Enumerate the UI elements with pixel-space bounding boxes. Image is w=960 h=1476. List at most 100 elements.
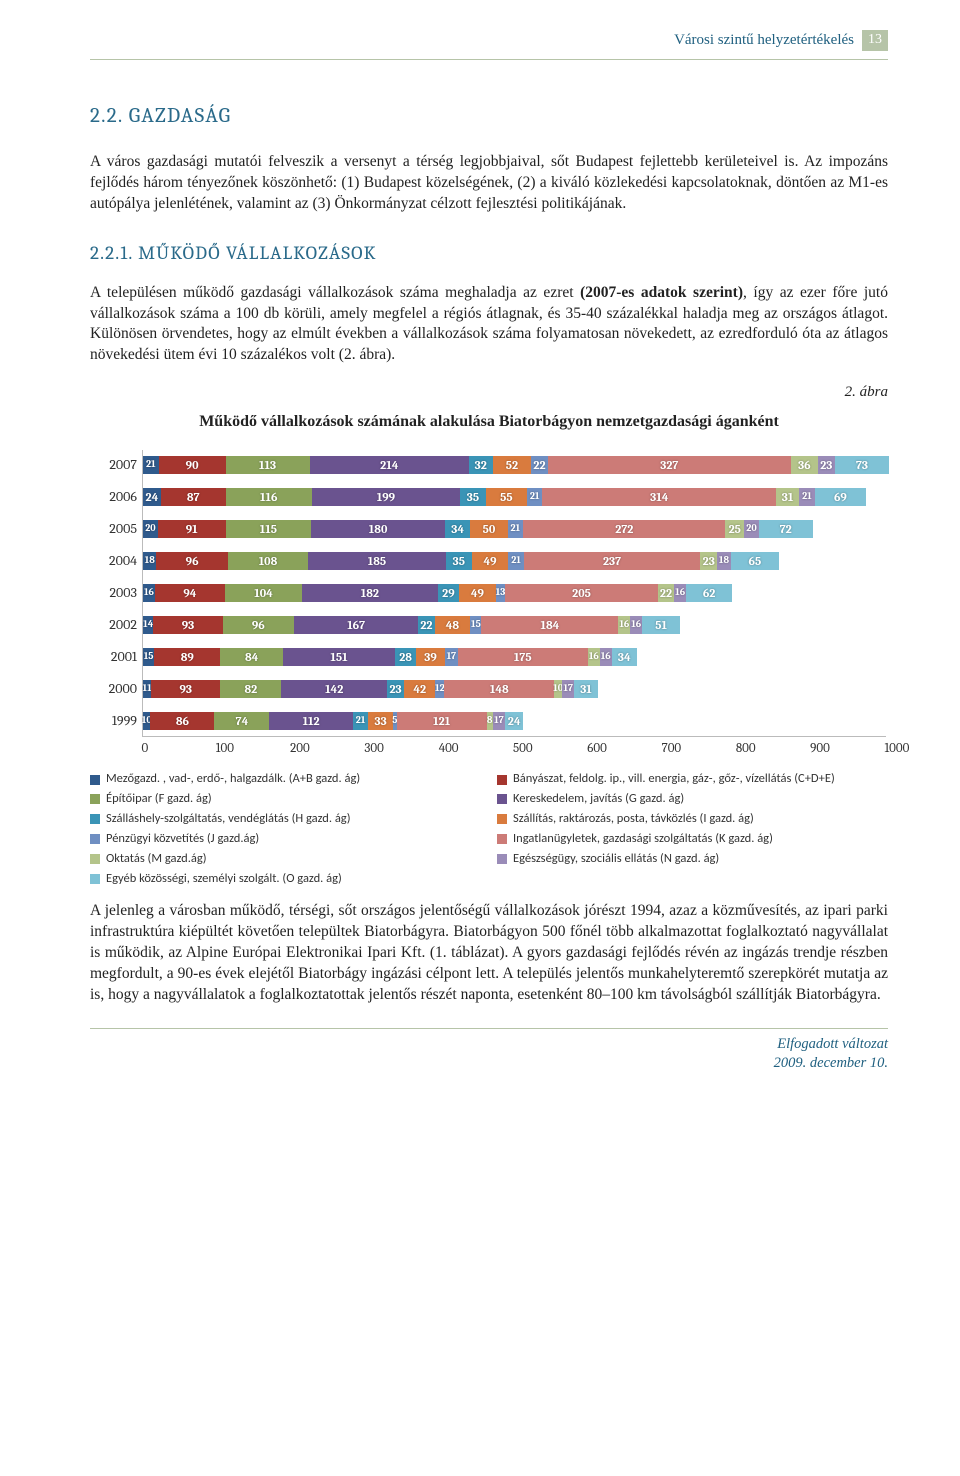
chart-segment: 52 <box>493 456 532 474</box>
chart-xtick: 800 <box>736 740 737 758</box>
chart-segment: 327 <box>548 456 791 474</box>
chart-segment-label: 16 <box>144 586 154 600</box>
legend-item: Szállítás, raktározás, posta, távközlés … <box>497 811 888 828</box>
chart-segment-label: 142 <box>325 681 343 697</box>
legend-item: Kereskedelem, javítás (G gazd. ág) <box>497 791 888 808</box>
legend-label: Szállítás, raktározás, posta, távközlés … <box>513 811 754 828</box>
chart-segment-label: 17 <box>494 714 504 728</box>
chart-segment: 55 <box>486 488 527 506</box>
chart-ylabel: 2006 <box>91 488 137 507</box>
stacked-bar-chart: 2007219011321432522232736237320062487116… <box>90 450 888 887</box>
chart-segment: 32 <box>469 456 493 474</box>
figure-label: 2. ábra <box>90 382 888 402</box>
chart-segment-label: 73 <box>856 457 868 473</box>
chart-xtick: 600 <box>587 740 588 758</box>
chart-segment-label: 55 <box>500 489 512 505</box>
chart-xtick: 900 <box>810 740 811 758</box>
chart-segment-label: 49 <box>484 553 497 569</box>
chart-segment: 93 <box>151 680 220 698</box>
chart-segment-label: 116 <box>260 489 277 505</box>
chart-segment-label: 34 <box>618 649 631 665</box>
legend-item: Szálláshely-szolgáltatás, vendéglátás (H… <box>90 811 481 828</box>
chart-segment: 104 <box>225 584 302 602</box>
chart-segment-label: 21 <box>530 490 540 504</box>
chart-segment: 22 <box>658 584 674 602</box>
chart-segment: 90 <box>159 456 226 474</box>
intro-paragraph: A város gazdasági mutatói felveszik a ve… <box>90 152 888 215</box>
legend-item: Ingatlanügyletek, gazdasági szolgáltatás… <box>497 831 888 848</box>
legend-swatch <box>90 814 100 824</box>
chart-segment: 69 <box>815 488 866 506</box>
chart-row: 20052091115180345021272252072 <box>143 514 886 544</box>
chart-segment-label: 237 <box>603 553 621 569</box>
legend-swatch <box>90 874 100 884</box>
chart-segment-label: 18 <box>719 554 729 568</box>
chart-segment-label: 23 <box>703 553 715 569</box>
chart-bar: 1896108185354921237231865 <box>143 552 779 570</box>
legend-label: Egyéb közösségi, személyi szolgált. (O g… <box>106 871 342 888</box>
chart-segment: 34 <box>445 520 470 538</box>
chart-segment: 91 <box>158 520 226 538</box>
chart-segment: 36 <box>791 456 818 474</box>
chart-segment-label: 24 <box>146 489 159 505</box>
chart-segment-label: 48 <box>446 617 459 633</box>
chart-segment: 22 <box>531 456 547 474</box>
chart-segment-label: 32 <box>475 457 487 473</box>
chart-segment-label: 115 <box>260 521 277 537</box>
section-heading-2-2: 2.2. GAZDASÁG <box>90 102 888 130</box>
legend-label: Ingatlanügyletek, gazdasági szolgáltatás… <box>513 831 773 848</box>
chart-segment-label: 327 <box>660 457 678 473</box>
chart-xtick: 100 <box>216 740 217 758</box>
chart-segment: 34 <box>612 648 637 666</box>
legend-swatch <box>497 834 507 844</box>
chart-xaxis: 01002003004005006007008009001000 <box>142 740 886 758</box>
chart-segment: 23 <box>818 456 835 474</box>
chart-segment-label: 16 <box>675 586 685 600</box>
chart-row: 20041896108185354921237231865 <box>143 546 886 576</box>
running-title: Városi szintű helyzetértékelés <box>674 30 854 50</box>
chart-segment: 21 <box>143 456 159 474</box>
legend-item: Pénzügyi közvetítés (J gazd.ág) <box>90 831 481 848</box>
legend-item: Oktatás (M gazd.ág) <box>90 851 481 868</box>
legend-label: Mezőgazd. , vad-, erdő-, halgazdálk. (A+… <box>106 771 360 788</box>
chart-segment: 21 <box>508 552 524 570</box>
chart-ylabel: 2004 <box>91 552 137 571</box>
chart-segment-label: 72 <box>780 521 792 537</box>
chart-segment-label: 16 <box>589 650 599 664</box>
chart-row: 19991086741122133512181724 <box>143 706 886 736</box>
chart-segment-label: 214 <box>380 457 398 473</box>
chart-xtick: 200 <box>290 740 291 758</box>
chart-segment: 25 <box>725 520 744 538</box>
chart-segment-label: 35 <box>453 553 465 569</box>
chart-xtick: 500 <box>513 740 514 758</box>
legend-swatch <box>497 794 507 804</box>
chart-segment: 28 <box>395 648 416 666</box>
chart-segment: 16 <box>674 584 686 602</box>
chart-segment: 96 <box>156 552 227 570</box>
chart-segment: 33 <box>368 712 393 730</box>
legend-item: Egészségügy, szociális ellátás (N gazd. … <box>497 851 888 868</box>
chart-segment-label: 82 <box>244 681 257 697</box>
legend-label: Bányászat, feldolg. ip., vill. energia, … <box>513 771 835 788</box>
chart-segment-label: 20 <box>746 522 756 536</box>
chart-segment: 15 <box>470 616 481 634</box>
legend-swatch <box>90 834 100 844</box>
chart-segment-label: 17 <box>563 682 573 696</box>
chart-segment: 48 <box>435 616 471 634</box>
chart-segment: 116 <box>226 488 312 506</box>
chart-segment: 148 <box>444 680 554 698</box>
legend-item: Bányászat, feldolg. ip., vill. energia, … <box>497 771 888 788</box>
chart-segment-label: 15 <box>471 618 481 632</box>
footer-line-1: Elfogadott változat <box>90 1035 888 1054</box>
chart-segment: 72 <box>759 520 813 538</box>
chart-segment-label: 21 <box>802 490 812 504</box>
chart-segment: 13 <box>496 584 506 602</box>
chart-segment-label: 84 <box>245 649 258 665</box>
chart-segment: 15 <box>143 648 154 666</box>
chart-segment: 182 <box>302 584 437 602</box>
chart-segment-label: 16 <box>631 618 641 632</box>
chart-segment-label: 42 <box>413 681 426 697</box>
chart-segment-label: 18 <box>145 554 155 568</box>
chart-row: 20062487116199355521314312169 <box>143 482 886 512</box>
chart-segment: 23 <box>387 680 404 698</box>
